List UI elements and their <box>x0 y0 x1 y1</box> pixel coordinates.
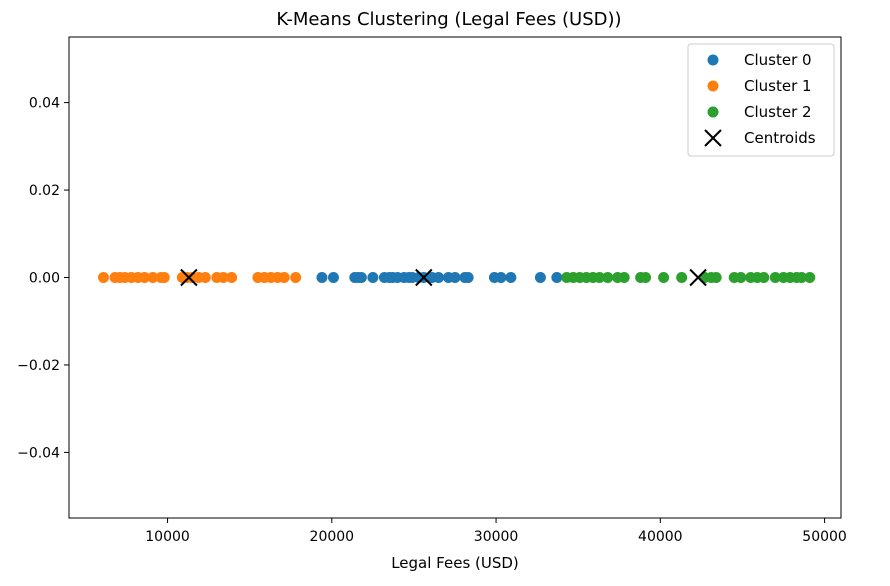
data-point <box>226 272 238 283</box>
data-point <box>769 272 781 283</box>
legend-centroid-marker <box>704 129 722 147</box>
series-cluster-1 <box>97 272 302 283</box>
legend-label: Cluster 2 <box>744 103 812 121</box>
data-point <box>316 272 328 283</box>
data-point <box>534 272 546 283</box>
data-point <box>495 272 507 283</box>
legend-box <box>687 43 835 157</box>
data-point <box>367 272 379 283</box>
data-point <box>676 272 688 283</box>
data-point <box>433 272 445 283</box>
x-axis: 10000 20000 30000 40000 50000 <box>145 518 847 545</box>
x-tick-label: 30000 <box>474 529 519 545</box>
data-point <box>217 272 229 283</box>
data-point <box>147 272 159 283</box>
y-tick-label: 0.04 <box>29 96 60 112</box>
legend-label: Cluster 1 <box>744 77 812 95</box>
data-point <box>640 272 652 283</box>
data-point <box>735 272 747 283</box>
centroid-marker <box>180 268 198 287</box>
data-point <box>355 272 367 283</box>
data-point <box>449 272 461 283</box>
legend-label: Cluster 0 <box>744 51 812 69</box>
series-cluster-0 <box>316 272 563 283</box>
y-axis: 0.04 0.02 0.00 −0.02 −0.04 <box>17 96 69 461</box>
series-centroids <box>180 268 707 287</box>
y-tick-label: −0.04 <box>17 445 60 461</box>
x-axis-label: Legal Fees (USD) <box>391 554 519 572</box>
data-point <box>618 272 630 283</box>
data-point <box>710 272 722 283</box>
data-point <box>796 272 808 283</box>
y-tick-label: 0.02 <box>29 183 60 199</box>
legend-marker <box>707 54 719 66</box>
data-point <box>758 272 770 283</box>
data-point <box>290 272 302 283</box>
centroid-marker <box>689 268 707 287</box>
plot-area <box>97 268 816 287</box>
x-tick-label: 20000 <box>310 529 355 545</box>
data-point <box>505 272 517 283</box>
centroid-marker <box>415 268 433 287</box>
x-tick-label: 40000 <box>638 529 683 545</box>
centroid-marker-stroke-b <box>415 268 433 287</box>
data-point <box>97 272 109 283</box>
legend-centroid-marker-stroke-b <box>704 129 722 147</box>
series-cluster-2 <box>561 272 816 283</box>
x-tick-label: 10000 <box>145 529 190 545</box>
data-point <box>139 272 151 283</box>
data-point <box>199 272 211 283</box>
x-tick-label: 50000 <box>802 529 847 545</box>
data-point <box>602 272 614 283</box>
data-point <box>658 272 670 283</box>
legend: Cluster 0 Cluster 1 Cluster 2 Centroids <box>687 43 835 157</box>
legend-label: Centroids <box>744 129 816 147</box>
data-point <box>278 272 290 283</box>
data-point <box>158 272 170 283</box>
chart-title: K-Means Clustering (Legal Fees (USD)) <box>276 9 621 30</box>
y-tick-label: 0.00 <box>29 271 60 287</box>
data-point <box>327 272 339 283</box>
data-point <box>594 272 606 283</box>
data-point <box>551 272 563 283</box>
data-point <box>462 272 474 283</box>
centroid-marker-stroke-b <box>180 268 198 287</box>
legend-marker <box>707 106 719 118</box>
y-tick-label: −0.02 <box>17 358 60 374</box>
legend-marker <box>707 80 719 92</box>
data-point <box>804 272 816 283</box>
centroid-marker-stroke-b <box>689 268 707 287</box>
